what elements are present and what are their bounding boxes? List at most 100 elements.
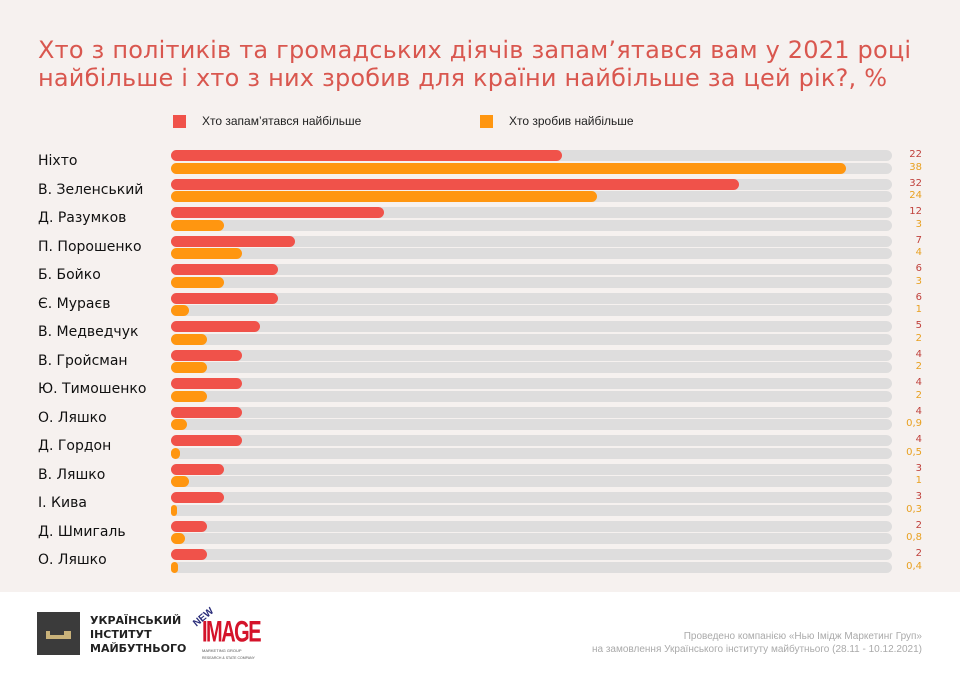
bar-did-most bbox=[171, 248, 243, 259]
bar-remembered bbox=[171, 349, 243, 361]
bar-did-most bbox=[171, 305, 189, 316]
category-label: В. Гройсман bbox=[38, 352, 128, 369]
value-label-did-most: 0,5 bbox=[906, 446, 922, 458]
value-label-remembered: 4 bbox=[915, 377, 922, 388]
uim-name-line-1: УКРАЇНСЬКИЙ bbox=[90, 614, 182, 627]
bar-remembered bbox=[171, 406, 243, 418]
bar-did-most bbox=[171, 191, 598, 202]
bar-track bbox=[171, 235, 892, 247]
category-label: О. Ляшко bbox=[38, 409, 107, 426]
legend-swatch-remembered bbox=[173, 114, 186, 128]
bar-track bbox=[171, 533, 892, 544]
credits-line-1: Проведено компанією «Нью Імідж Маркетинг… bbox=[683, 631, 922, 642]
new-image-logo: NEW IMAGE MARKETING GROUP RESEARCH & STA… bbox=[191, 606, 261, 664]
bar-track bbox=[171, 561, 892, 573]
bar-did-most bbox=[171, 504, 177, 516]
category-label: Ніхто bbox=[38, 153, 78, 169]
value-label-remembered: 6 bbox=[915, 291, 922, 303]
bar-track bbox=[171, 463, 892, 475]
bar-track bbox=[171, 378, 892, 389]
legend-label-did-most: Хто зробив найбільше bbox=[509, 114, 634, 128]
uim-name: УКРАЇНСЬКИЙ ІНСТИТУТ МАЙБУТНЬОГО bbox=[90, 614, 186, 656]
bar-did-most bbox=[171, 561, 179, 573]
bar-track bbox=[171, 305, 892, 316]
value-label-did-most: 1 bbox=[915, 475, 922, 486]
category-label: В. Ляшко bbox=[38, 466, 106, 483]
bar-track bbox=[171, 248, 892, 259]
credits: Проведено компанією «Нью Імідж Маркетинг… bbox=[592, 630, 922, 656]
value-label-remembered: 5 bbox=[915, 320, 922, 331]
value-label-remembered: 4 bbox=[915, 405, 922, 417]
credits-line-2: на замовлення Українського інституту май… bbox=[591, 644, 922, 655]
category-label: Д. Гордон bbox=[38, 438, 112, 454]
bar-remembered bbox=[171, 321, 260, 332]
chart-title: Хто з політиків та громадських діячів за… bbox=[38, 36, 912, 92]
value-label-remembered: 12 bbox=[909, 206, 922, 217]
uim-name-line-2: ІНСТИТУТ bbox=[90, 628, 152, 641]
value-label-did-most: 2 bbox=[915, 332, 922, 344]
uim-name-line-3: МАЙБУТНЬОГО bbox=[90, 642, 187, 655]
bar-did-most bbox=[171, 219, 225, 231]
category-label: Д. Шмигаль bbox=[38, 523, 126, 540]
bar-did-most bbox=[171, 276, 225, 288]
bar-remembered bbox=[171, 178, 740, 190]
bar-track bbox=[171, 362, 892, 373]
value-label-remembered: 7 bbox=[915, 234, 922, 246]
bar-did-most bbox=[171, 362, 207, 373]
bar-did-most bbox=[171, 419, 187, 430]
bar-remembered bbox=[171, 520, 207, 532]
bar-track bbox=[171, 292, 892, 304]
bar-remembered bbox=[171, 492, 225, 503]
bar-track bbox=[171, 264, 892, 275]
value-label-remembered: 4 bbox=[915, 434, 922, 445]
bar-track bbox=[171, 419, 892, 430]
uim-logo bbox=[37, 612, 80, 655]
bar-track bbox=[171, 390, 892, 402]
value-label-remembered: 2 bbox=[915, 519, 922, 531]
value-label-remembered: 3 bbox=[915, 491, 922, 502]
category-label: Ю. Тимошенко bbox=[38, 381, 147, 397]
bar-track bbox=[171, 333, 892, 345]
bar-track bbox=[171, 447, 892, 459]
value-label-did-most: 1 bbox=[915, 304, 922, 315]
value-label-did-most: 0,3 bbox=[906, 503, 922, 515]
category-label: І. Кива bbox=[38, 495, 87, 511]
bar-track bbox=[171, 349, 892, 361]
value-label-remembered: 4 bbox=[915, 348, 922, 360]
value-label-did-most: 3 bbox=[915, 218, 922, 230]
value-label-remembered: 2 bbox=[915, 548, 922, 559]
legend-label-remembered: Хто запам’ятався найбільше bbox=[202, 114, 362, 128]
legend-item-remembered: Хто запам’ятався найбільше bbox=[173, 114, 361, 128]
legend-swatch-did-most bbox=[480, 114, 493, 128]
legend-item-did-most: Хто зробив найбільше bbox=[480, 114, 634, 128]
bar-remembered bbox=[171, 435, 243, 446]
bar-remembered bbox=[171, 207, 385, 218]
category-label: Д. Разумков bbox=[38, 210, 127, 226]
value-label-did-most: 3 bbox=[915, 275, 922, 287]
category-label: В. Медведчук bbox=[38, 324, 139, 340]
bar-track bbox=[171, 549, 892, 560]
value-label-did-most: 0,9 bbox=[906, 418, 922, 429]
bar-track bbox=[171, 520, 892, 532]
bar-track bbox=[171, 219, 892, 231]
bar-track bbox=[171, 276, 892, 288]
value-label-did-most: 4 bbox=[915, 247, 922, 258]
category-label: Є. Мураєв bbox=[38, 295, 111, 312]
new-image-logo-main: IMAGE bbox=[202, 616, 262, 649]
bar-remembered bbox=[171, 463, 225, 475]
value-label-did-most: 0,4 bbox=[906, 560, 922, 572]
bar-track bbox=[171, 492, 892, 503]
bar-did-most bbox=[171, 533, 186, 544]
bar-remembered bbox=[171, 235, 296, 247]
new-image-logo-sub2: RESEARCH & STATE COMPANY bbox=[202, 656, 255, 660]
value-label-did-most: 0,8 bbox=[906, 532, 922, 543]
category-label: В. Зеленський bbox=[38, 181, 144, 198]
bar-did-most bbox=[171, 390, 207, 402]
value-label-remembered: 32 bbox=[909, 177, 922, 189]
bar-did-most bbox=[171, 162, 846, 174]
category-label: О. Ляшко bbox=[38, 552, 107, 568]
key-icon bbox=[46, 631, 71, 639]
bar-track bbox=[171, 207, 892, 218]
category-label: П. Порошенко bbox=[38, 238, 142, 255]
category-label: Б. Бойко bbox=[38, 267, 101, 283]
